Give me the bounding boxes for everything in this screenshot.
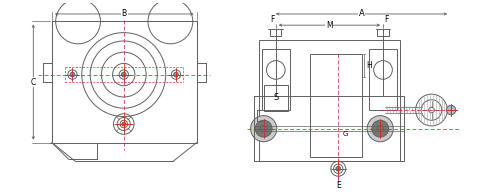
Circle shape [446, 105, 456, 115]
Circle shape [250, 116, 277, 142]
Text: E: E [336, 181, 341, 190]
Circle shape [70, 72, 75, 77]
Circle shape [173, 72, 178, 77]
Bar [259, 40, 400, 161]
Circle shape [122, 122, 125, 126]
Text: S: S [273, 93, 278, 102]
Circle shape [122, 72, 126, 77]
Bar [52, 21, 196, 143]
Bar [310, 54, 362, 157]
Bar [369, 49, 397, 110]
Text: B: B [122, 9, 127, 19]
Circle shape [336, 166, 341, 171]
Bar [264, 85, 288, 111]
Circle shape [367, 116, 393, 142]
Bar [262, 49, 290, 110]
Circle shape [255, 120, 272, 137]
Text: G: G [343, 131, 348, 137]
Text: F: F [270, 15, 275, 24]
Text: F: F [384, 15, 389, 24]
Circle shape [372, 120, 389, 137]
Text: C: C [31, 78, 36, 86]
Text: H: H [366, 61, 372, 70]
Text: M: M [326, 21, 333, 30]
Text: A: A [359, 9, 365, 19]
